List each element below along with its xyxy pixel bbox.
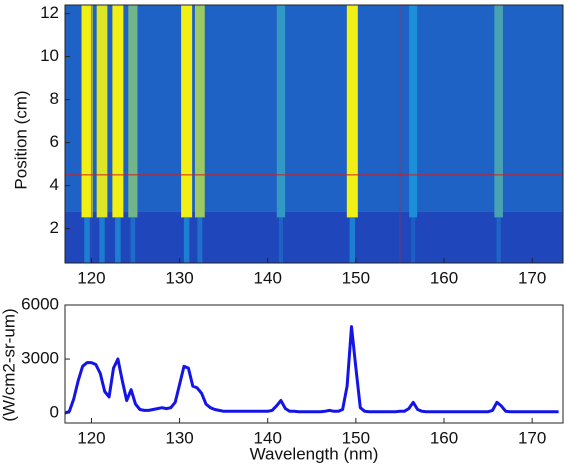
axes-frame <box>64 4 564 264</box>
y-tick-label: 3000 <box>21 349 59 368</box>
emission-band <box>409 5 418 218</box>
x-tick-label: 150 <box>342 268 370 287</box>
axes-frame <box>64 304 564 424</box>
emission-band-lower <box>183 217 190 263</box>
emission-band-lower <box>496 217 501 263</box>
emission-band-lower <box>349 217 356 263</box>
emission-band-lower <box>197 217 203 263</box>
x-tick-label: 160 <box>430 428 458 447</box>
background <box>65 5 563 212</box>
emission-band <box>276 5 286 218</box>
emission-band <box>494 5 503 218</box>
emission-band <box>96 5 108 218</box>
emission-band-lower <box>411 217 416 263</box>
spectrum-line <box>64 325 559 415</box>
x-tick-label: 160 <box>430 268 458 287</box>
y-tick-label: 12 <box>40 3 59 22</box>
y-tick-label: 8 <box>50 89 59 108</box>
y-tick-label: 0 <box>50 403 59 422</box>
y-tick-label: 10 <box>40 46 59 65</box>
y-axis-label: (W/cm2-sr-um) <box>0 308 18 421</box>
emission-band <box>181 5 193 218</box>
emission-band <box>346 5 358 218</box>
emission-band <box>112 5 124 218</box>
x-tick-label: 130 <box>165 268 193 287</box>
x-axis-label: Wavelength (nm) <box>250 444 379 463</box>
y-tick-label: 2 <box>50 218 59 237</box>
emission-band-lower <box>278 217 284 263</box>
x-tick-label: 150 <box>342 428 370 447</box>
x-tick-label: 170 <box>518 268 546 287</box>
emission-band <box>128 5 138 218</box>
emission-band-lower <box>130 217 136 263</box>
emission-band <box>194 5 205 218</box>
x-tick-label: 120 <box>77 428 105 447</box>
emission-band-lower <box>115 217 121 263</box>
x-tick-label: 120 <box>77 268 105 287</box>
emission-band-lower <box>99 217 105 263</box>
background <box>65 211 563 263</box>
y-tick-label: 6 <box>50 132 59 151</box>
y-axis-label: Position (cm) <box>11 90 30 189</box>
emission-band-lower <box>84 217 90 263</box>
x-tick-label: 130 <box>165 428 193 447</box>
x-tick-label: 140 <box>254 268 282 287</box>
x-tick-label: 140 <box>254 428 282 447</box>
y-tick-label: 4 <box>50 175 59 194</box>
y-tick-label: 6000 <box>21 294 59 313</box>
x-tick-label: 170 <box>518 428 546 447</box>
emission-band <box>81 5 93 218</box>
